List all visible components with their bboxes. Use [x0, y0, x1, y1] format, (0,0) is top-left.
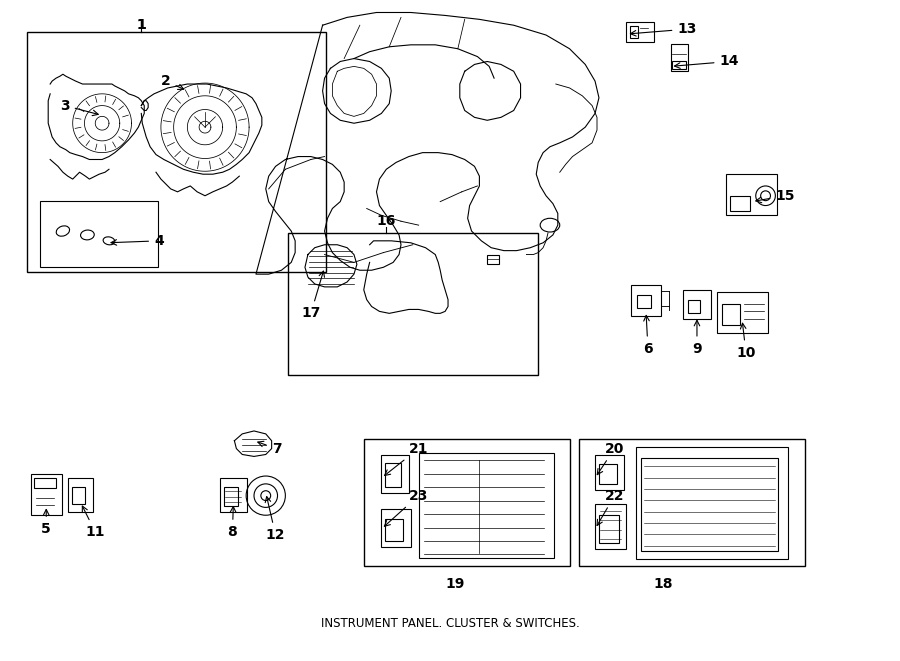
Bar [688, 299, 700, 313]
Text: 16: 16 [376, 214, 396, 228]
Text: 11: 11 [82, 506, 105, 539]
Bar [31, 474, 62, 515]
Bar [40, 201, 158, 267]
Bar [220, 478, 248, 512]
Bar [382, 455, 409, 492]
Text: 15: 15 [756, 189, 795, 203]
Bar [599, 464, 616, 484]
Text: 1: 1 [137, 19, 146, 32]
Bar [631, 285, 661, 317]
Text: 21: 21 [384, 442, 428, 475]
Bar [726, 175, 778, 215]
Text: 2: 2 [161, 74, 184, 89]
Bar [288, 233, 538, 375]
Bar [223, 486, 238, 506]
Bar [72, 486, 86, 504]
Text: 17: 17 [302, 271, 325, 321]
Text: 1: 1 [137, 19, 146, 32]
Bar [34, 478, 56, 488]
Text: 12: 12 [266, 496, 285, 542]
Bar [364, 439, 570, 566]
Bar [723, 303, 740, 325]
Bar [68, 478, 94, 512]
Bar [730, 196, 750, 212]
Bar [626, 22, 653, 42]
Bar [683, 290, 711, 319]
Bar [637, 295, 651, 309]
Bar [580, 439, 805, 566]
Text: 6: 6 [644, 315, 652, 356]
Text: 19: 19 [446, 577, 464, 591]
Text: 8: 8 [228, 506, 238, 539]
Text: 14: 14 [674, 54, 739, 69]
Text: INSTRUMENT PANEL. CLUSTER & SWITCHES.: INSTRUMENT PANEL. CLUSTER & SWITCHES. [320, 617, 580, 629]
Bar [487, 254, 499, 264]
Bar [385, 463, 401, 486]
Bar [595, 455, 625, 490]
Bar [672, 61, 686, 69]
Text: 13: 13 [630, 22, 697, 36]
Bar [595, 504, 626, 549]
Bar [636, 447, 788, 559]
Bar [641, 458, 778, 551]
Text: 10: 10 [736, 323, 756, 360]
Text: 4: 4 [111, 234, 164, 248]
Text: 3: 3 [60, 98, 98, 116]
Text: 20: 20 [598, 442, 625, 475]
Bar [630, 26, 638, 38]
Text: 7: 7 [257, 442, 282, 455]
Bar [670, 44, 688, 71]
Bar [418, 453, 554, 559]
Text: 23: 23 [384, 488, 428, 526]
Bar [599, 515, 618, 543]
Bar [716, 292, 768, 333]
Text: 18: 18 [654, 577, 673, 591]
Text: 5: 5 [41, 510, 51, 536]
Bar [27, 32, 326, 272]
Bar [382, 510, 410, 547]
Bar [385, 519, 403, 541]
Text: 22: 22 [597, 488, 625, 525]
Text: 9: 9 [692, 321, 702, 356]
